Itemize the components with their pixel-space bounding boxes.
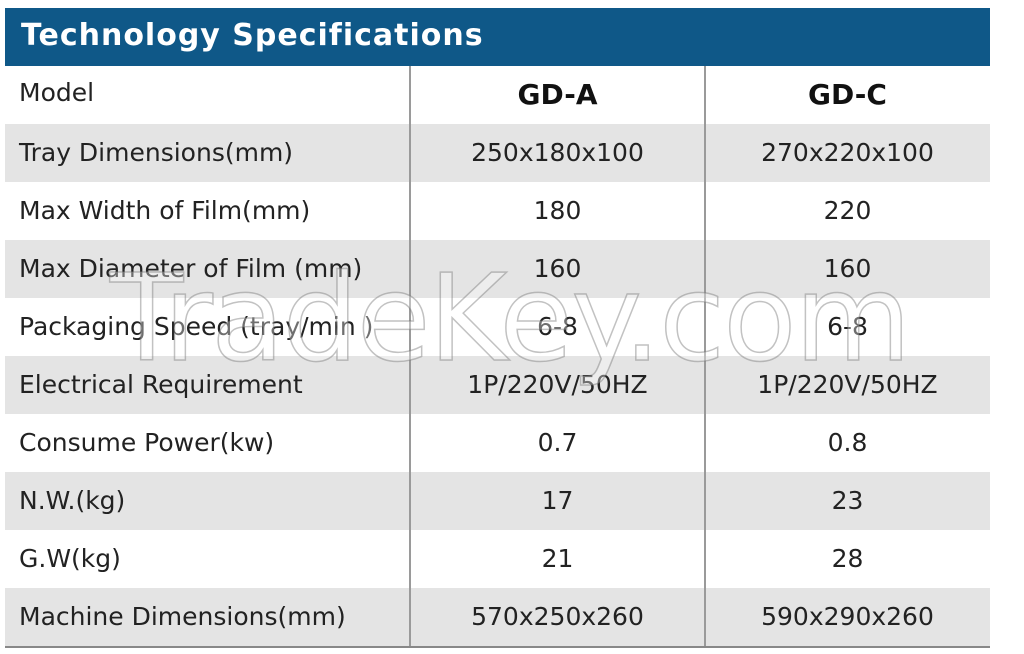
cell-value: 0.8 <box>827 428 868 457</box>
row-label: Consume Power(kw) <box>19 428 275 457</box>
cell-value: 28 <box>831 544 864 573</box>
cell-value: 21 <box>541 544 574 573</box>
cell-value: 220 <box>823 196 872 225</box>
row-label: Max Diameter of Film (mm) <box>19 254 363 283</box>
cell-value: 6-8 <box>827 312 868 341</box>
row-label: Electrical Requirement <box>19 370 303 399</box>
table-row: Consume Power(kw) 0.7 0.8 <box>5 414 990 472</box>
row-label: G.W(kg) <box>19 544 121 573</box>
cell-value: 160 <box>823 254 872 283</box>
column-divider <box>409 66 411 646</box>
cell-value: 570x250x260 <box>471 602 644 631</box>
table-row: N.W.(kg) 17 23 <box>5 472 990 530</box>
cell-value: 1P/220V/50HZ <box>757 370 938 399</box>
column-header: GD-C <box>808 78 887 111</box>
row-label: Tray Dimensions(mm) <box>19 138 294 167</box>
row-label: Packaging Speed (tray/min ) <box>19 312 374 341</box>
column-header: GD-A <box>517 78 598 111</box>
bottom-rule <box>5 646 990 648</box>
row-label: N.W.(kg) <box>19 486 126 515</box>
watermark: TradeKey.com <box>109 249 912 390</box>
cell-value: 180 <box>533 196 582 225</box>
cell-value: 250x180x100 <box>471 138 644 167</box>
table-row: Packaging Speed (tray/min ) 6-8 6-8 <box>5 298 990 356</box>
cell-value: 6-8 <box>537 312 578 341</box>
table-row: Tray Dimensions(mm) 250x180x100 270x220x10… <box>5 124 990 182</box>
cell-value: 160 <box>533 254 582 283</box>
cell-value: 0.7 <box>537 428 578 457</box>
row-label: Max Width of Film(mm) <box>19 196 311 225</box>
cell-value: 23 <box>831 486 864 515</box>
table-row: Max Diameter of Film (mm) 160 160 <box>5 240 990 298</box>
cell-value: 17 <box>541 486 574 515</box>
table-row: Machine Dimensions(mm) 570x250x260 590x290… <box>5 588 990 646</box>
header-row: Model GD-A GD-C <box>5 66 990 124</box>
column-header: Model <box>19 78 95 107</box>
table-row: G.W(kg) 21 28 <box>5 530 990 588</box>
title-bar: Technology Specifications <box>5 8 990 66</box>
cell-value: 1P/220V/50HZ <box>467 370 648 399</box>
table-row: Max Width of Film(mm) 180 220 <box>5 182 990 240</box>
column-divider <box>704 66 706 646</box>
cell-value: 590x290x260 <box>761 602 934 631</box>
cell-value: 270x220x100 <box>761 138 934 167</box>
row-label: Machine Dimensions(mm) <box>19 602 346 631</box>
table-row: Electrical Requirement 1P/220V/50HZ 1P/220… <box>5 356 990 414</box>
title: Technology Specifications <box>21 18 484 53</box>
